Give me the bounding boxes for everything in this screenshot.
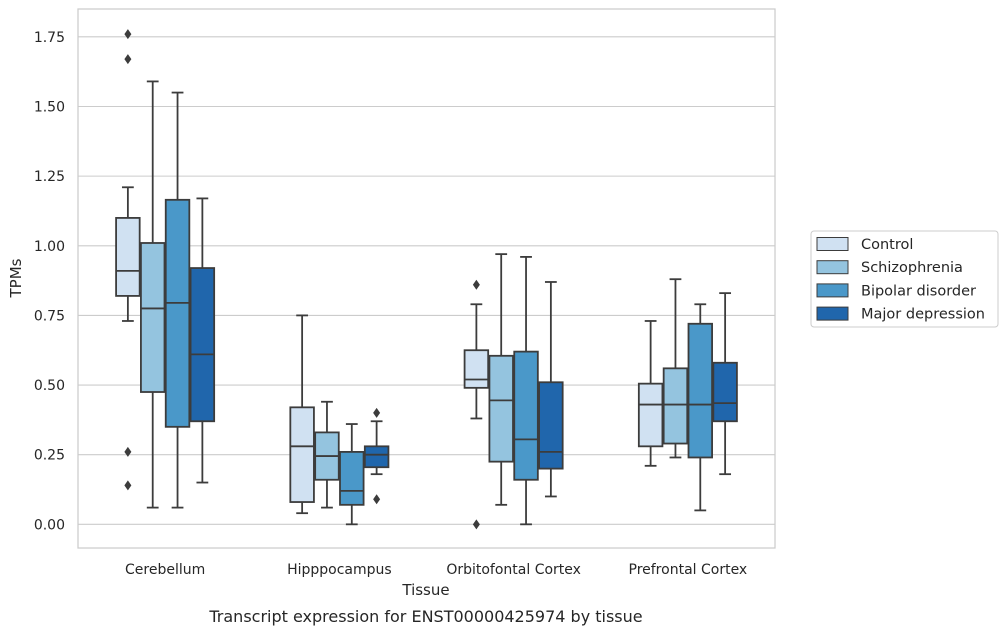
legend-item: Schizophrenia: [816, 260, 963, 276]
box-group: [289, 314, 315, 515]
box-group: [363, 407, 390, 505]
y-tick-label: 1.50: [34, 99, 65, 115]
box: [140, 242, 166, 393]
x-axis-ticks: Cerebellum Hipppocampus Orbitofontal Corte…: [125, 562, 747, 578]
box-group: [538, 281, 564, 498]
legend-swatch: [816, 283, 849, 298]
legend: Control Schizophrenia Bipolar disorder Majo…: [810, 230, 999, 328]
box: [115, 217, 141, 297]
box-group: [662, 278, 689, 459]
box-group: [712, 292, 738, 476]
box-group: [637, 320, 664, 467]
box-group: [488, 253, 514, 506]
outlier-point: [373, 407, 381, 418]
legend-item: Bipolar disorder: [816, 283, 976, 299]
y-tick-label: 0.75: [34, 308, 65, 324]
y-axis-label: TPMs: [7, 258, 25, 298]
box-group: [164, 91, 191, 509]
outlier-point: [124, 446, 132, 457]
x-tick-label: Orbitofontal Cortex: [446, 562, 581, 578]
legend-swatch: [816, 260, 849, 275]
y-tick-label: 1.00: [34, 239, 65, 255]
y-axis-ticks: 0.00 0.25 0.50 0.75 1.00 1.25 1.50 1.75: [34, 30, 65, 533]
y-tick-label: 0.50: [34, 378, 65, 394]
chart-caption: Transcript expression for ENST0000042597…: [208, 607, 642, 626]
box: [339, 450, 365, 506]
legend-label: Control: [861, 237, 913, 253]
outlier-point: [373, 494, 381, 505]
y-tick-label: 1.75: [34, 30, 65, 46]
legend-label: Major depression: [861, 307, 985, 323]
legend-item: Control: [816, 237, 913, 253]
box: [189, 267, 216, 423]
y-tick-label: 1.25: [34, 169, 65, 185]
box: [687, 322, 713, 459]
box-group: [687, 303, 713, 512]
box-group: [463, 279, 490, 530]
legend-label: Bipolar disorder: [861, 283, 976, 299]
box: [164, 198, 191, 428]
outlier-point: [124, 54, 132, 65]
box: [637, 382, 664, 448]
box: [538, 381, 564, 470]
outlier-point: [472, 279, 480, 290]
box-group: [189, 197, 216, 484]
box: [662, 367, 689, 445]
x-axis-label: Tissue: [401, 581, 449, 599]
legend-frame: [810, 230, 999, 328]
y-tick-label: 0.00: [34, 517, 65, 533]
outlier-point: [124, 480, 132, 491]
box: [363, 445, 390, 469]
box-group: [115, 29, 141, 491]
legend-swatch: [816, 237, 849, 251]
x-tick-label: Hipppocampus: [287, 562, 392, 578]
box: [463, 349, 490, 389]
box-group: [339, 423, 365, 526]
box-group: [314, 400, 340, 509]
outlier-point: [124, 29, 132, 40]
x-tick-label: Cerebellum: [125, 562, 205, 578]
legend-label: Schizophrenia: [861, 260, 963, 276]
y-tick-label: 0.25: [34, 448, 65, 464]
boxes: [115, 29, 738, 530]
x-tick-label: Prefrontal Cortex: [629, 562, 748, 578]
outlier-point: [472, 519, 480, 530]
box-group: [513, 256, 539, 526]
box: [289, 406, 315, 503]
box: [712, 361, 738, 423]
legend-swatch: [816, 306, 849, 321]
box-group: [140, 80, 166, 509]
box: [488, 354, 514, 463]
box: [513, 350, 539, 481]
legend-item: Major depression: [816, 306, 985, 323]
plot-frame: [77, 8, 776, 549]
